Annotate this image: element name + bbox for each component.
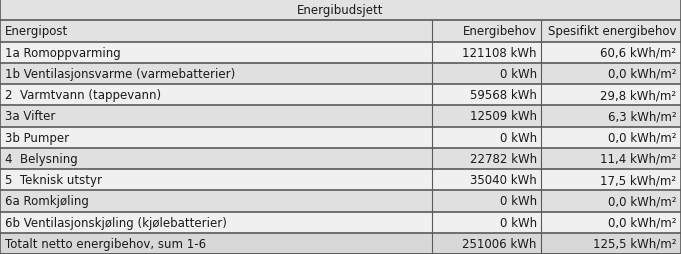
Text: 0 kWh: 0 kWh xyxy=(499,131,537,144)
Text: 59568 kWh: 59568 kWh xyxy=(470,89,537,102)
Text: Energibehov: Energibehov xyxy=(462,25,537,38)
Text: 121108 kWh: 121108 kWh xyxy=(462,46,537,59)
Bar xyxy=(0,106,681,127)
Text: Spesifikt energibehov: Spesifikt energibehov xyxy=(548,25,676,38)
Bar xyxy=(0,127,681,148)
Text: 3a Vifter: 3a Vifter xyxy=(5,110,55,123)
Bar xyxy=(0,0,681,21)
Bar xyxy=(0,64,681,85)
Text: 0,0 kWh/m²: 0,0 kWh/m² xyxy=(607,68,676,81)
Bar xyxy=(0,148,681,169)
Text: 0 kWh: 0 kWh xyxy=(499,68,537,81)
Text: 2  Varmtvann (tappevann): 2 Varmtvann (tappevann) xyxy=(5,89,161,102)
Bar xyxy=(0,190,681,212)
Text: 0,0 kWh/m²: 0,0 kWh/m² xyxy=(607,131,676,144)
Text: 0,0 kWh/m²: 0,0 kWh/m² xyxy=(607,216,676,229)
Text: Energibudsjett: Energibudsjett xyxy=(297,4,384,17)
Text: Energipost: Energipost xyxy=(5,25,68,38)
Text: 5  Teknisk utstyr: 5 Teknisk utstyr xyxy=(5,173,101,186)
Text: 60,6 kWh/m²: 60,6 kWh/m² xyxy=(600,46,676,59)
Bar xyxy=(0,42,681,64)
Text: 11,4 kWh/m²: 11,4 kWh/m² xyxy=(600,152,676,165)
Bar xyxy=(0,233,681,254)
Text: 17,5 kWh/m²: 17,5 kWh/m² xyxy=(600,173,676,186)
Text: Totalt netto energibehov, sum 1-6: Totalt netto energibehov, sum 1-6 xyxy=(5,237,206,250)
Text: 1a Romoppvarming: 1a Romoppvarming xyxy=(5,46,121,59)
Text: 1b Ventilasjonsvarme (varmebatterier): 1b Ventilasjonsvarme (varmebatterier) xyxy=(5,68,235,81)
Text: 4  Belysning: 4 Belysning xyxy=(5,152,78,165)
Text: 29,8 kWh/m²: 29,8 kWh/m² xyxy=(600,89,676,102)
Text: 3b Pumper: 3b Pumper xyxy=(5,131,69,144)
Bar xyxy=(0,21,681,42)
Text: 6,3 kWh/m²: 6,3 kWh/m² xyxy=(607,110,676,123)
Text: 35040 kWh: 35040 kWh xyxy=(470,173,537,186)
Text: 251006 kWh: 251006 kWh xyxy=(462,237,537,250)
Text: 22782 kWh: 22782 kWh xyxy=(469,152,537,165)
Text: 12509 kWh: 12509 kWh xyxy=(470,110,537,123)
Text: 6a Romkjøling: 6a Romkjøling xyxy=(5,195,89,208)
Text: 0,0 kWh/m²: 0,0 kWh/m² xyxy=(607,195,676,208)
Bar xyxy=(0,212,681,233)
Text: 0 kWh: 0 kWh xyxy=(499,195,537,208)
Text: 6b Ventilasjonskjøling (kjølebatterier): 6b Ventilasjonskjøling (kjølebatterier) xyxy=(5,216,227,229)
Bar xyxy=(0,85,681,106)
Bar xyxy=(0,169,681,190)
Text: 0 kWh: 0 kWh xyxy=(499,216,537,229)
Text: 125,5 kWh/m²: 125,5 kWh/m² xyxy=(592,237,676,250)
